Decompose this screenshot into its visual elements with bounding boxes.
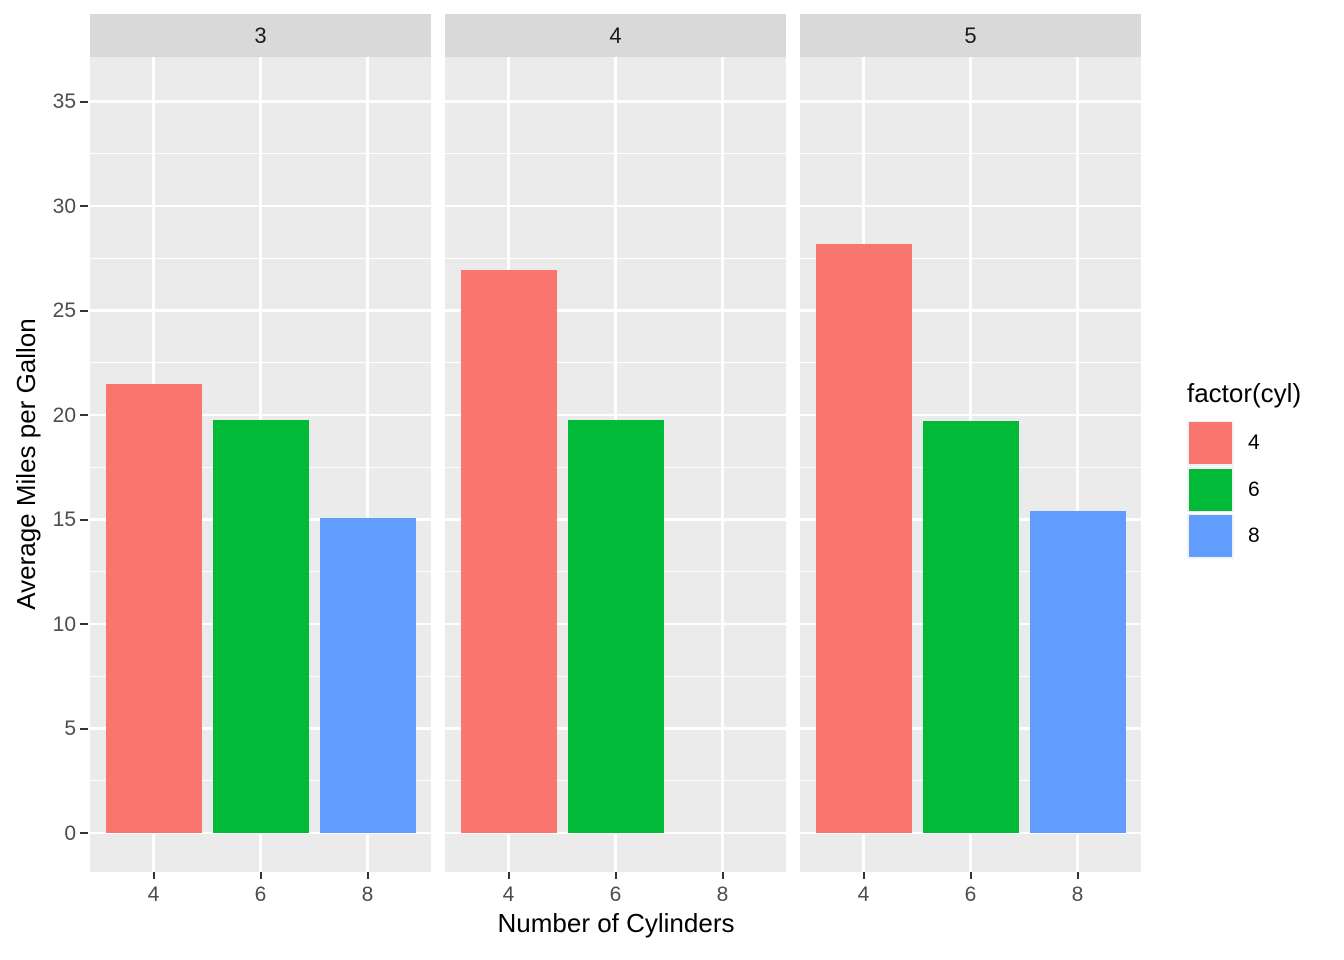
y-tick-mark — [80, 309, 88, 312]
x-tick-mark — [969, 872, 972, 879]
legend-swatch-6 — [1189, 468, 1232, 511]
legend-entry: 4 — [1187, 420, 1301, 467]
x-tick-label: 8 — [1071, 883, 1084, 906]
x-tick-mark — [152, 872, 155, 879]
y-axis-title: Average Miles per Gallon — [11, 318, 41, 610]
bar-cyl6 — [212, 420, 309, 833]
x-tick-label: 6 — [964, 883, 977, 906]
y-tick-label: 20 — [52, 403, 76, 427]
bar-cyl8 — [1029, 511, 1126, 833]
y-tick-mark — [80, 414, 88, 416]
legend-keys: 4 6 8 — [1187, 420, 1301, 560]
y-tick-mark — [80, 727, 88, 730]
y-tick-mark — [80, 518, 88, 521]
x-tick-label: 6 — [609, 883, 622, 906]
x-tick-label: 4 — [857, 883, 870, 906]
x-tick-mark — [507, 872, 510, 879]
facet-panel — [90, 57, 431, 872]
legend-label: 4 — [1248, 431, 1260, 455]
x-tick-mark — [1076, 872, 1079, 879]
legend-swatch-4 — [1189, 422, 1232, 465]
legend-entry: 6 — [1187, 467, 1301, 514]
y-tick-label: 15 — [52, 508, 76, 531]
y-tick-label: 10 — [52, 612, 76, 636]
y-tick-label: 5 — [64, 717, 76, 740]
gridline-major-vertical — [1076, 57, 1079, 872]
legend-key — [1187, 467, 1234, 513]
facet-strip: 5 — [800, 14, 1141, 57]
y-tick-label: 35 — [52, 90, 76, 113]
bar-cyl6 — [567, 420, 664, 833]
legend: factor(cyl) 4 6 8 — [1187, 378, 1301, 560]
legend-title: factor(cyl) — [1187, 378, 1302, 408]
facet-strip: 4 — [445, 14, 786, 57]
y-tick-mark — [80, 205, 88, 207]
x-tick-label: 6 — [254, 883, 267, 906]
gridline-major-vertical — [366, 57, 369, 872]
y-tick-label: 25 — [52, 299, 76, 322]
x-tick-mark — [259, 872, 262, 879]
facet-panel — [800, 57, 1141, 872]
bar-cyl8 — [319, 518, 416, 833]
x-tick-mark — [614, 872, 617, 879]
legend-label: 8 — [1248, 524, 1260, 548]
y-tick-mark — [80, 623, 88, 625]
y-tick-label: 30 — [52, 194, 76, 218]
bar-cyl4 — [460, 270, 557, 833]
bar-cyl4 — [105, 383, 202, 833]
x-tick-mark — [721, 872, 724, 879]
y-tick-mark — [80, 100, 88, 103]
x-tick-label: 4 — [147, 883, 160, 906]
facet-strip: 3 — [90, 14, 431, 57]
y-tick-label: 0 — [64, 821, 76, 845]
bar-cyl4 — [815, 243, 912, 833]
x-tick-mark — [862, 872, 865, 879]
x-tick-label: 4 — [502, 883, 515, 906]
legend-swatch-8 — [1189, 515, 1232, 558]
legend-key — [1187, 513, 1234, 559]
x-tick-mark — [366, 872, 369, 879]
x-tick-label: 8 — [716, 883, 729, 906]
bar-cyl6 — [922, 421, 1019, 833]
y-tick-mark — [80, 832, 88, 834]
gridline-major-vertical — [721, 57, 724, 872]
legend-entry: 8 — [1187, 513, 1301, 560]
facet-panel — [445, 57, 786, 872]
legend-key — [1187, 420, 1234, 466]
x-tick-label: 8 — [361, 883, 374, 906]
x-axis-title: Number of Cylinders — [497, 908, 735, 938]
legend-label: 6 — [1248, 477, 1260, 501]
